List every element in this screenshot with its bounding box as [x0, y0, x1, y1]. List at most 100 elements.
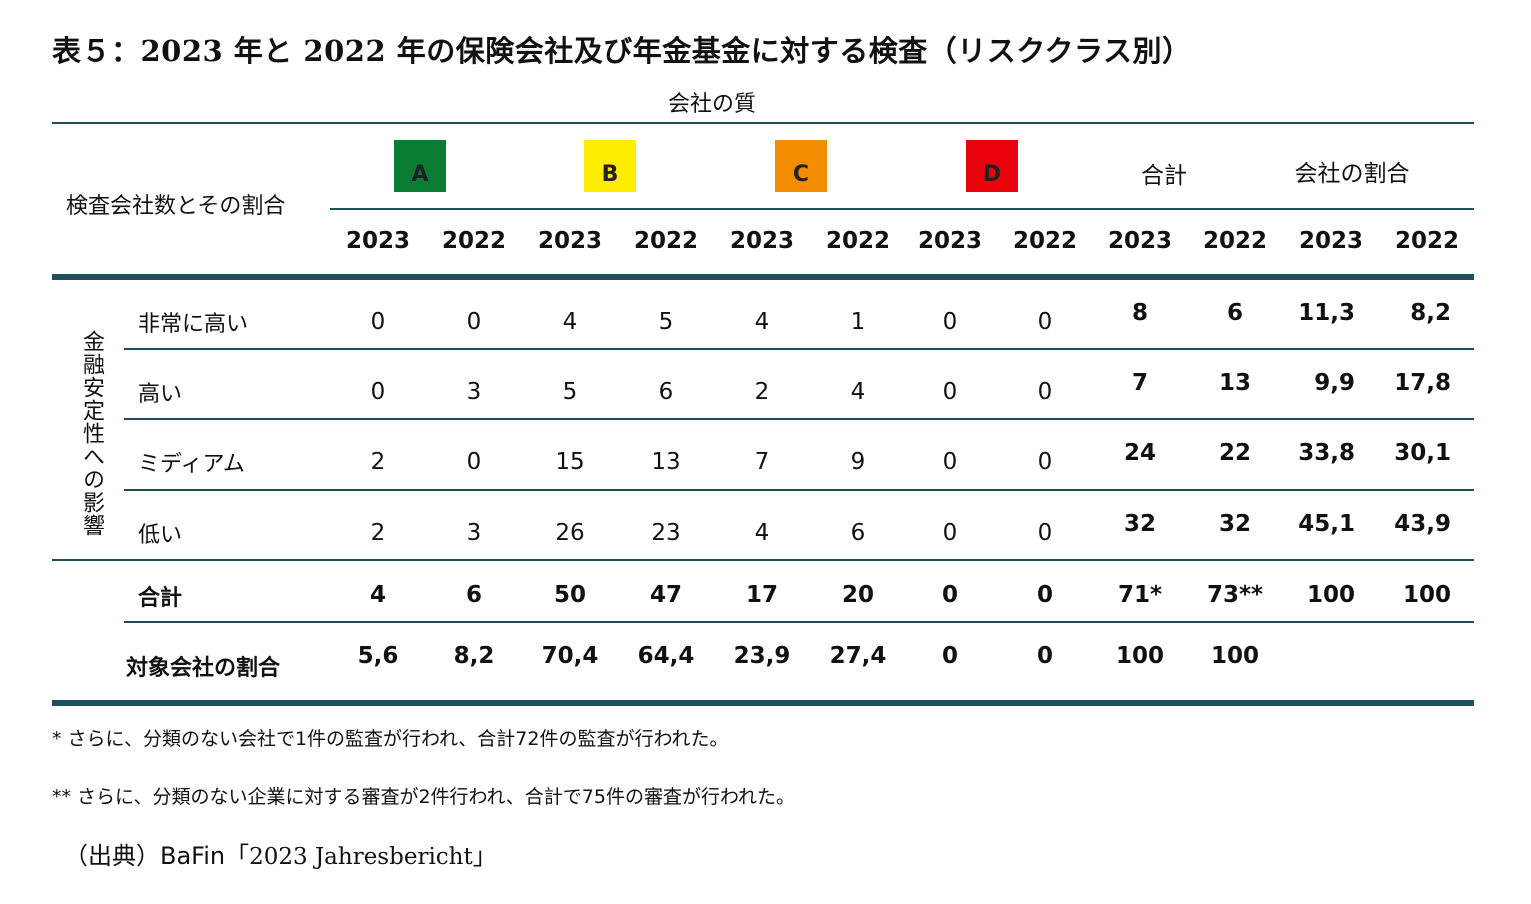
- year-header: 2022: [1012, 228, 1077, 254]
- table-cell: 1: [850, 309, 866, 335]
- year-header: 2022: [441, 228, 506, 254]
- share-row-rule: [124, 621, 1474, 623]
- total-cell: 24: [1123, 440, 1156, 466]
- year-header: 2022: [1202, 228, 1267, 254]
- row-label-low: 低い: [138, 523, 183, 548]
- table-cell: 6: [658, 379, 674, 405]
- total-row-label: 合計: [138, 586, 183, 611]
- footnote-2: ** さらに、分類のない企業に対する審査が2件行われ、合計で75件の審査が行われ…: [52, 786, 796, 808]
- share-row-cell: 0: [941, 643, 958, 669]
- grade-d-badge: D: [966, 140, 1018, 192]
- year-header: 2023: [729, 228, 794, 254]
- year-header: 2023: [917, 228, 982, 254]
- table-cell: 13: [651, 449, 681, 475]
- year-header: 2022: [633, 228, 698, 254]
- total-row-cell: 73**: [1206, 582, 1264, 608]
- source-prefix: （出典）BaFin「: [64, 842, 250, 870]
- table-cell: 0: [1037, 379, 1053, 405]
- table-cell: 0: [942, 379, 958, 405]
- year-header: 2023: [1107, 228, 1172, 254]
- table-cell: 5: [562, 379, 578, 405]
- total-row-cell: 0: [941, 582, 958, 608]
- table-cell: 4: [754, 520, 770, 546]
- year-header: 2022: [1394, 228, 1459, 254]
- share-row-cell: 23,9: [733, 643, 791, 669]
- table-cell: 5: [658, 309, 674, 335]
- table-cell: 3: [466, 520, 482, 546]
- quality-header: 会社の質: [667, 92, 756, 117]
- share-row-cell: 8,2: [453, 643, 495, 669]
- share-row-cell: 0: [1036, 643, 1053, 669]
- source-document: 2023 Jahresbericht: [249, 844, 473, 870]
- row-label-very-high: 非常に高い: [138, 312, 249, 337]
- total-row-cell: 100: [1306, 582, 1355, 608]
- total-row-cell: 50: [553, 582, 586, 608]
- total-cell: 8: [1131, 300, 1148, 326]
- total-row-cell: 4: [369, 582, 386, 608]
- table-cell: 4: [754, 309, 770, 335]
- share-row-cell: 100: [1115, 643, 1164, 669]
- header-bottom-rule: [52, 274, 1474, 280]
- share-cell: 45,1: [1298, 511, 1355, 537]
- total-row-cell: 0: [1036, 582, 1053, 608]
- row-header: 検査会社数とその割合: [66, 194, 286, 219]
- source-suffix: 」: [472, 842, 497, 870]
- table-cell: 0: [370, 309, 386, 335]
- table-cell: 4: [850, 379, 866, 405]
- share-cell: 11,3: [1298, 300, 1355, 326]
- total-cell: 13: [1218, 370, 1251, 396]
- table-cell: 9: [850, 449, 866, 475]
- row-label-medium: ミディアム: [138, 452, 245, 477]
- table-cell: 2: [370, 449, 386, 475]
- total-row-cell: 47: [649, 582, 682, 608]
- table-cell: 2: [370, 520, 386, 546]
- table-cell: 3: [466, 379, 482, 405]
- table-cell: 15: [555, 449, 585, 475]
- share-cell: 17,8: [1394, 370, 1451, 396]
- total-cell: 22: [1218, 440, 1251, 466]
- total-cell: 6: [1226, 300, 1243, 326]
- total-row-cell: 6: [465, 582, 482, 608]
- table-cell: 0: [466, 309, 482, 335]
- total-row-cell: 71*: [1117, 582, 1163, 608]
- share-cell: 43,9: [1394, 511, 1451, 537]
- year-header: 2023: [1298, 228, 1363, 254]
- total-header: 合計: [1141, 163, 1187, 189]
- footnote-1: * さらに、分類のない会社で1件の監査が行われ、合計72件の監査が行われた。: [52, 728, 729, 750]
- table-cell: 0: [466, 449, 482, 475]
- share-row-cell: 5,6: [357, 643, 399, 669]
- table-cell: 4: [562, 309, 578, 335]
- table-cell: 0: [942, 309, 958, 335]
- total-cell: 7: [1131, 370, 1148, 396]
- share-header: 会社の割合: [1294, 161, 1410, 187]
- share-cell: 33,8: [1298, 440, 1355, 466]
- table-bottom-rule: [52, 700, 1474, 706]
- row-label-high: 高い: [138, 382, 183, 407]
- row-separator: [124, 418, 1474, 420]
- table-cell: 23: [651, 520, 681, 546]
- header-mid-rule: [330, 208, 1474, 210]
- table-cell: 7: [754, 449, 770, 475]
- top-rule: [52, 122, 1474, 124]
- share-cell: 9,9: [1314, 370, 1355, 396]
- share-row-cell: 100: [1210, 643, 1259, 669]
- table-cell: 2: [754, 379, 770, 405]
- grade-a-badge: A: [394, 140, 446, 192]
- table-cell: 0: [1037, 520, 1053, 546]
- year-header: 2023: [345, 228, 410, 254]
- total-row-cell: 17: [745, 582, 778, 608]
- table-cell: 26: [555, 520, 585, 546]
- share-row-label: 対象会社の割合: [126, 656, 281, 681]
- table-cell: 0: [370, 379, 386, 405]
- total-row-cell: 100: [1402, 582, 1451, 608]
- row-separator: [124, 348, 1474, 350]
- vertical-axis-label: 金融安定性への影響: [79, 330, 104, 537]
- total-row-rule: [52, 559, 1474, 561]
- grade-b-badge: B: [584, 140, 636, 192]
- year-header: 2023: [537, 228, 602, 254]
- table-cell: 0: [1037, 449, 1053, 475]
- table-cell: 0: [942, 520, 958, 546]
- share-cell: 30,1: [1394, 440, 1451, 466]
- share-row-cell: 27,4: [829, 643, 887, 669]
- total-cell: 32: [1123, 511, 1156, 537]
